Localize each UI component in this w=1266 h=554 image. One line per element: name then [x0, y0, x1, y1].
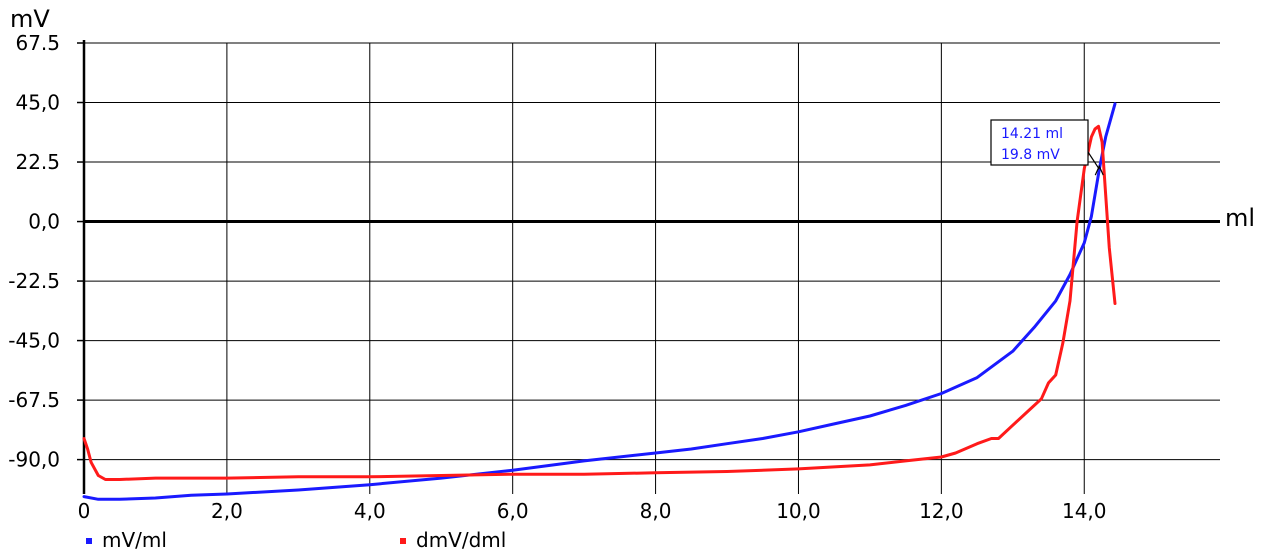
- legend-label-mv-per-ml: mV/ml: [102, 528, 167, 552]
- series: [82, 102, 1117, 501]
- x-tick-label: 14,0: [1062, 499, 1107, 523]
- legend-label-dmv-per-dml: dmV/dml: [416, 528, 506, 552]
- legend-swatch-mv-per-ml: [86, 538, 92, 544]
- x-tick-label: 8,0: [640, 499, 672, 523]
- x-tick-label: 0: [78, 499, 91, 523]
- y-tick-label: -45,0: [8, 329, 60, 353]
- annotation-marker: [1094, 164, 1104, 176]
- x-tick-label: 10,0: [776, 499, 821, 523]
- value-annotation: 14.21 ml 19.8 mV: [990, 119, 1104, 176]
- x-tick-label: 12,0: [919, 499, 964, 523]
- legend: mV/ml dmV/dml: [86, 528, 506, 552]
- y-tick-labels: 67.5 45,0 22.5 0,0 -22.5 -45,0 -67.5 -90,0: [8, 31, 60, 472]
- y-tick-label: -90,0: [8, 448, 60, 472]
- series-line-mv-per-ml: [82, 102, 1117, 501]
- y-axis-unit-label: mV: [10, 5, 50, 33]
- annotation-leader-line: [1087, 151, 1100, 170]
- annotation-volume: 14.21 ml: [1001, 126, 1063, 142]
- axes: [77, 40, 86, 494]
- annotation-potential: 19.8 mV: [1001, 147, 1060, 163]
- x-tick-labels: 0 2,0 4,0 6,0 8,0 10,0 12,0 14,0: [78, 499, 1107, 523]
- y-tick-label: -22.5: [8, 269, 60, 293]
- x-axis-unit-label: ml: [1225, 204, 1255, 232]
- y-tick-label: 45,0: [15, 91, 60, 115]
- x-tick-label: 6,0: [497, 499, 529, 523]
- series-line-dmv-per-dml: [82, 124, 1117, 481]
- grid: [84, 42, 1220, 494]
- y-tick-label: 0,0: [28, 210, 60, 234]
- y-tick-label: -67.5: [8, 388, 60, 412]
- legend-swatch-dmv-per-dml: [400, 538, 406, 544]
- x-tick-label: 4,0: [354, 499, 386, 523]
- x-tick-label: 2,0: [211, 499, 243, 523]
- annotation-box: [990, 119, 1089, 166]
- y-tick-label: 67.5: [15, 31, 60, 55]
- y-tick-label: 22.5: [15, 150, 60, 174]
